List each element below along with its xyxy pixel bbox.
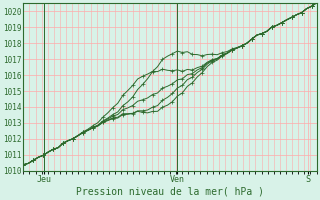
- X-axis label: Pression niveau de la mer( hPa ): Pression niveau de la mer( hPa ): [76, 187, 264, 197]
